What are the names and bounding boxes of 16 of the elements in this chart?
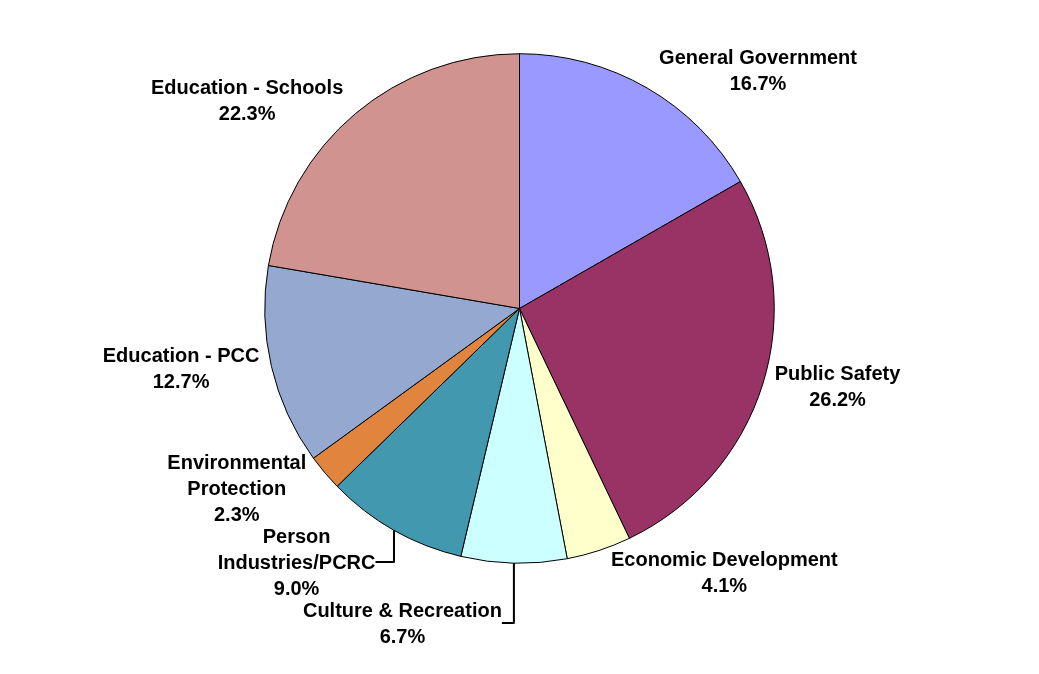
data-label: 4.1% <box>701 574 748 597</box>
data-label: 2.3% <box>213 503 260 526</box>
data-label: 26.2% <box>809 388 867 411</box>
data-label: 22.3% <box>218 101 276 124</box>
data-label: 6.7% <box>379 625 426 648</box>
slice-label: Environmental Protection <box>167 451 307 500</box>
slice-label: Education - PCC <box>102 343 260 366</box>
data-label: 12.7% <box>152 369 210 392</box>
slice-label: Education - Schools <box>151 75 344 98</box>
data-label: 16.7% <box>729 72 787 95</box>
slice-label: Person Industries/PCRC <box>217 525 376 574</box>
slice-label: Economic Development <box>610 548 839 571</box>
slice-label: Culture & Recreation <box>302 599 502 622</box>
slice-label: General Government <box>659 46 858 69</box>
slice-label: Public Safety <box>774 362 902 385</box>
data-label: 9.0% <box>273 577 320 600</box>
